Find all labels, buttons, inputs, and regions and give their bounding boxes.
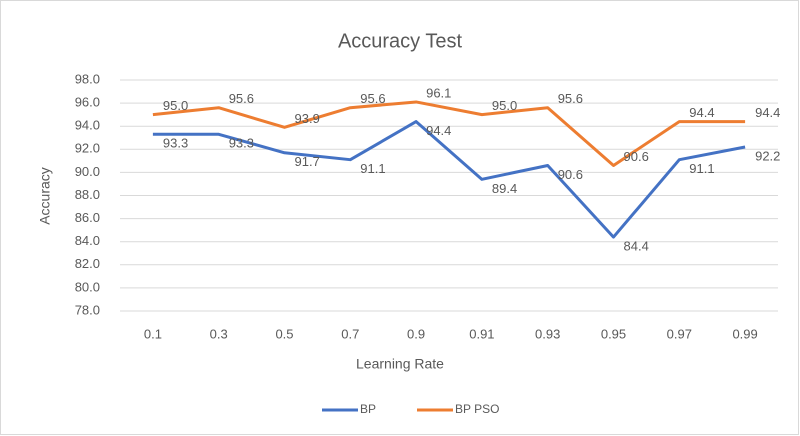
data-label: 94.4 (689, 105, 714, 120)
y-tick-label: 78.0 (75, 302, 100, 317)
data-label: 96.1 (426, 85, 451, 100)
series-line (152, 120, 746, 239)
y-tick-label: 88.0 (75, 187, 100, 202)
data-label: 89.4 (492, 181, 517, 196)
y-tick-label: 82.0 (75, 256, 100, 271)
y-tick-label: 94.0 (75, 118, 100, 133)
data-label: 93.9 (295, 111, 320, 126)
legend-label: BP (360, 402, 376, 416)
x-tick-label: 0.91 (469, 326, 494, 341)
data-label: 95.0 (492, 98, 517, 113)
data-label: 91.7 (295, 154, 320, 169)
data-label: 95.0 (163, 98, 188, 113)
series-line (152, 100, 746, 167)
data-label: 93.3 (229, 136, 254, 151)
y-tick-label: 96.0 (75, 95, 100, 110)
x-tick-label: 0.97 (667, 326, 692, 341)
x-tick-label: 0.95 (601, 326, 626, 341)
x-tick-label: 0.7 (341, 326, 359, 341)
x-tick-label: 0.9 (407, 326, 425, 341)
y-tick-label: 86.0 (75, 210, 100, 225)
data-label: 93.3 (163, 136, 188, 151)
x-tick-label: 0.1 (144, 326, 162, 341)
y-tick-label: 98.0 (75, 71, 100, 86)
x-axis-title: Learning Rate (356, 356, 444, 372)
data-label: 90.6 (558, 167, 583, 182)
x-tick-label: 0.99 (732, 326, 757, 341)
data-label: 92.2 (755, 148, 780, 163)
y-axis-title: Accuracy (37, 167, 53, 225)
data-label: 95.6 (558, 91, 583, 106)
x-tick-label: 0.93 (535, 326, 560, 341)
y-tick-label: 90.0 (75, 164, 100, 179)
chart-title: Accuracy Test (338, 30, 463, 52)
data-label: 94.4 (755, 105, 780, 120)
data-label: 91.1 (689, 161, 714, 176)
y-tick-label: 84.0 (75, 233, 100, 248)
x-tick-label: 0.5 (275, 326, 293, 341)
data-label: 94.4 (426, 123, 451, 138)
data-label: 90.6 (624, 149, 649, 164)
data-label: 95.6 (229, 91, 254, 106)
legend-label: BP PSO (455, 402, 499, 416)
y-tick-label: 92.0 (75, 141, 100, 156)
data-label: 91.1 (360, 161, 385, 176)
data-label: 95.6 (360, 91, 385, 106)
x-tick-label: 0.3 (210, 326, 228, 341)
y-tick-label: 80.0 (75, 279, 100, 294)
data-label: 84.4 (624, 239, 649, 254)
